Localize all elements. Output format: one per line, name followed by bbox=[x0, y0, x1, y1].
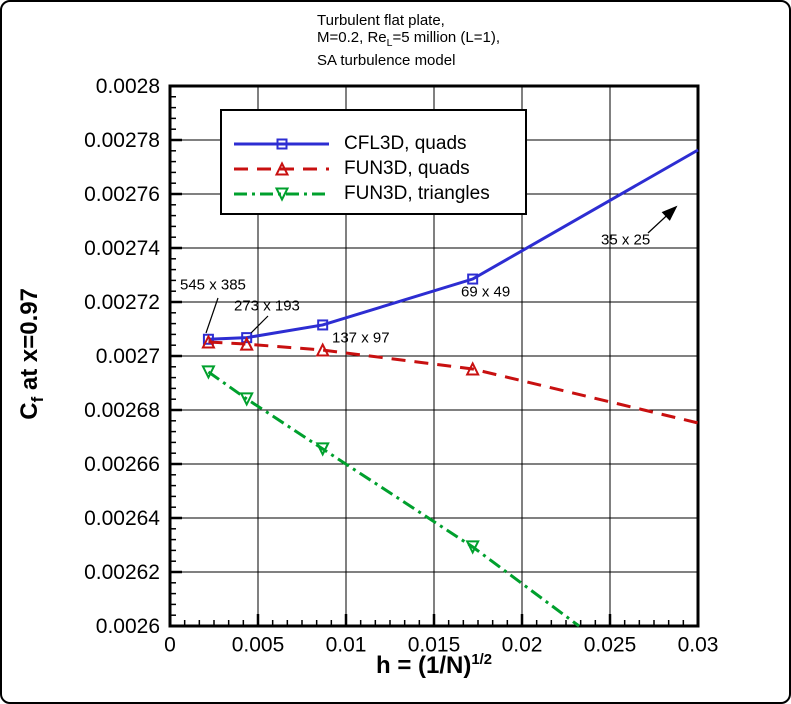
y-axis-title: Cf at x=0.97 bbox=[16, 288, 47, 420]
data-point-marker bbox=[317, 319, 329, 331]
x-tick-label: 0 bbox=[164, 633, 176, 656]
y-tick-label: 0.00266 bbox=[84, 453, 160, 476]
x-tick-label: 0.015 bbox=[408, 633, 461, 656]
legend-item: CFL3D, quads bbox=[222, 131, 525, 156]
series-line bbox=[208, 340, 699, 425]
y-tick-label: 0.00268 bbox=[84, 399, 160, 422]
y-tick-label: 0.0027 bbox=[96, 345, 160, 368]
x-axis-title: h = (1/N)1/2 bbox=[375, 652, 493, 679]
data-point-marker bbox=[276, 138, 288, 149]
y-tick-label: 0.00278 bbox=[84, 129, 160, 152]
data-point-marker bbox=[239, 336, 254, 351]
title-line-1: Turbulent flat plate, bbox=[317, 12, 445, 29]
y-tick-label: 0.00274 bbox=[84, 237, 160, 260]
legend-item: FUN3D, quads bbox=[222, 156, 525, 181]
data-point-marker bbox=[239, 392, 254, 407]
legend-item: FUN3D, triangles bbox=[222, 181, 525, 206]
grid-annotation: 273 x 193 bbox=[234, 297, 300, 314]
data-point-marker bbox=[274, 160, 290, 175]
grid-annotation: 137 x 97 bbox=[332, 329, 390, 346]
data-point-marker bbox=[465, 540, 480, 555]
data-point-marker bbox=[315, 342, 330, 357]
y-tick-label: 0.0026 bbox=[96, 615, 160, 638]
annotation-arrow bbox=[647, 205, 678, 234]
grid-annotation: 35 x 25 bbox=[601, 231, 650, 248]
chart-title: Turbulent flat plate, M=0.2, ReL=5 milli… bbox=[317, 12, 500, 69]
annotation-leader-line bbox=[250, 315, 269, 334]
data-point-marker bbox=[274, 187, 290, 202]
legend-sample-line bbox=[234, 160, 329, 175]
y-title-subscript: f bbox=[27, 396, 47, 403]
y-tick-label: 0.00276 bbox=[84, 183, 160, 206]
annotation-leader-line bbox=[205, 297, 219, 334]
annotations: 545 x 385 273 x 193 137 x 97 69 x 49 35 x 25 bbox=[180, 205, 678, 346]
data-point-marker bbox=[241, 332, 253, 344]
tick-labels: 0 0.005 0.01 0.015 0.02 0.025 0.03 0.0026 0.0026… bbox=[84, 75, 718, 656]
y-tick-label: 0.0028 bbox=[96, 75, 160, 98]
x-tick-label: 0.005 bbox=[232, 633, 285, 656]
series-line bbox=[208, 148, 699, 341]
y-tick-label: 0.00264 bbox=[84, 507, 160, 530]
legend-label: FUN3D, quads bbox=[344, 157, 470, 179]
title-line-3: SA turbulence model bbox=[317, 52, 456, 69]
title-subscript: L bbox=[386, 37, 393, 49]
data-point-marker bbox=[201, 365, 216, 380]
legend-sample-line bbox=[234, 187, 329, 202]
legend-label: FUN3D, triangles bbox=[344, 182, 490, 204]
y-tick-label: 0.00272 bbox=[84, 291, 160, 314]
axes-box bbox=[168, 84, 700, 628]
x-title-superscript: 1/2 bbox=[471, 652, 493, 668]
grid-annotation: 545 x 385 bbox=[180, 276, 246, 293]
data-point-marker bbox=[315, 442, 330, 457]
data-point-marker bbox=[467, 273, 479, 285]
series-line bbox=[207, 370, 580, 628]
x-tick-label: 0.03 bbox=[678, 633, 719, 656]
data-point-marker bbox=[201, 334, 216, 349]
x-tick-label: 0.01 bbox=[326, 633, 367, 656]
data-point-marker bbox=[465, 361, 480, 376]
data-series bbox=[201, 148, 699, 628]
legend: CFL3D, quads FUN3D, quads FUN3D, triangles bbox=[220, 109, 527, 215]
legend-sample-line bbox=[234, 138, 329, 149]
title-line-2: M=0.2, ReL=5 million (L=1), bbox=[317, 29, 501, 49]
grid-annotation: 69 x 49 bbox=[461, 283, 510, 300]
x-tick-label: 0.025 bbox=[584, 633, 637, 656]
x-tick-label: 0.02 bbox=[502, 633, 543, 656]
legend-label: CFL3D, quads bbox=[344, 132, 467, 154]
y-tick-label: 0.00262 bbox=[84, 561, 160, 584]
